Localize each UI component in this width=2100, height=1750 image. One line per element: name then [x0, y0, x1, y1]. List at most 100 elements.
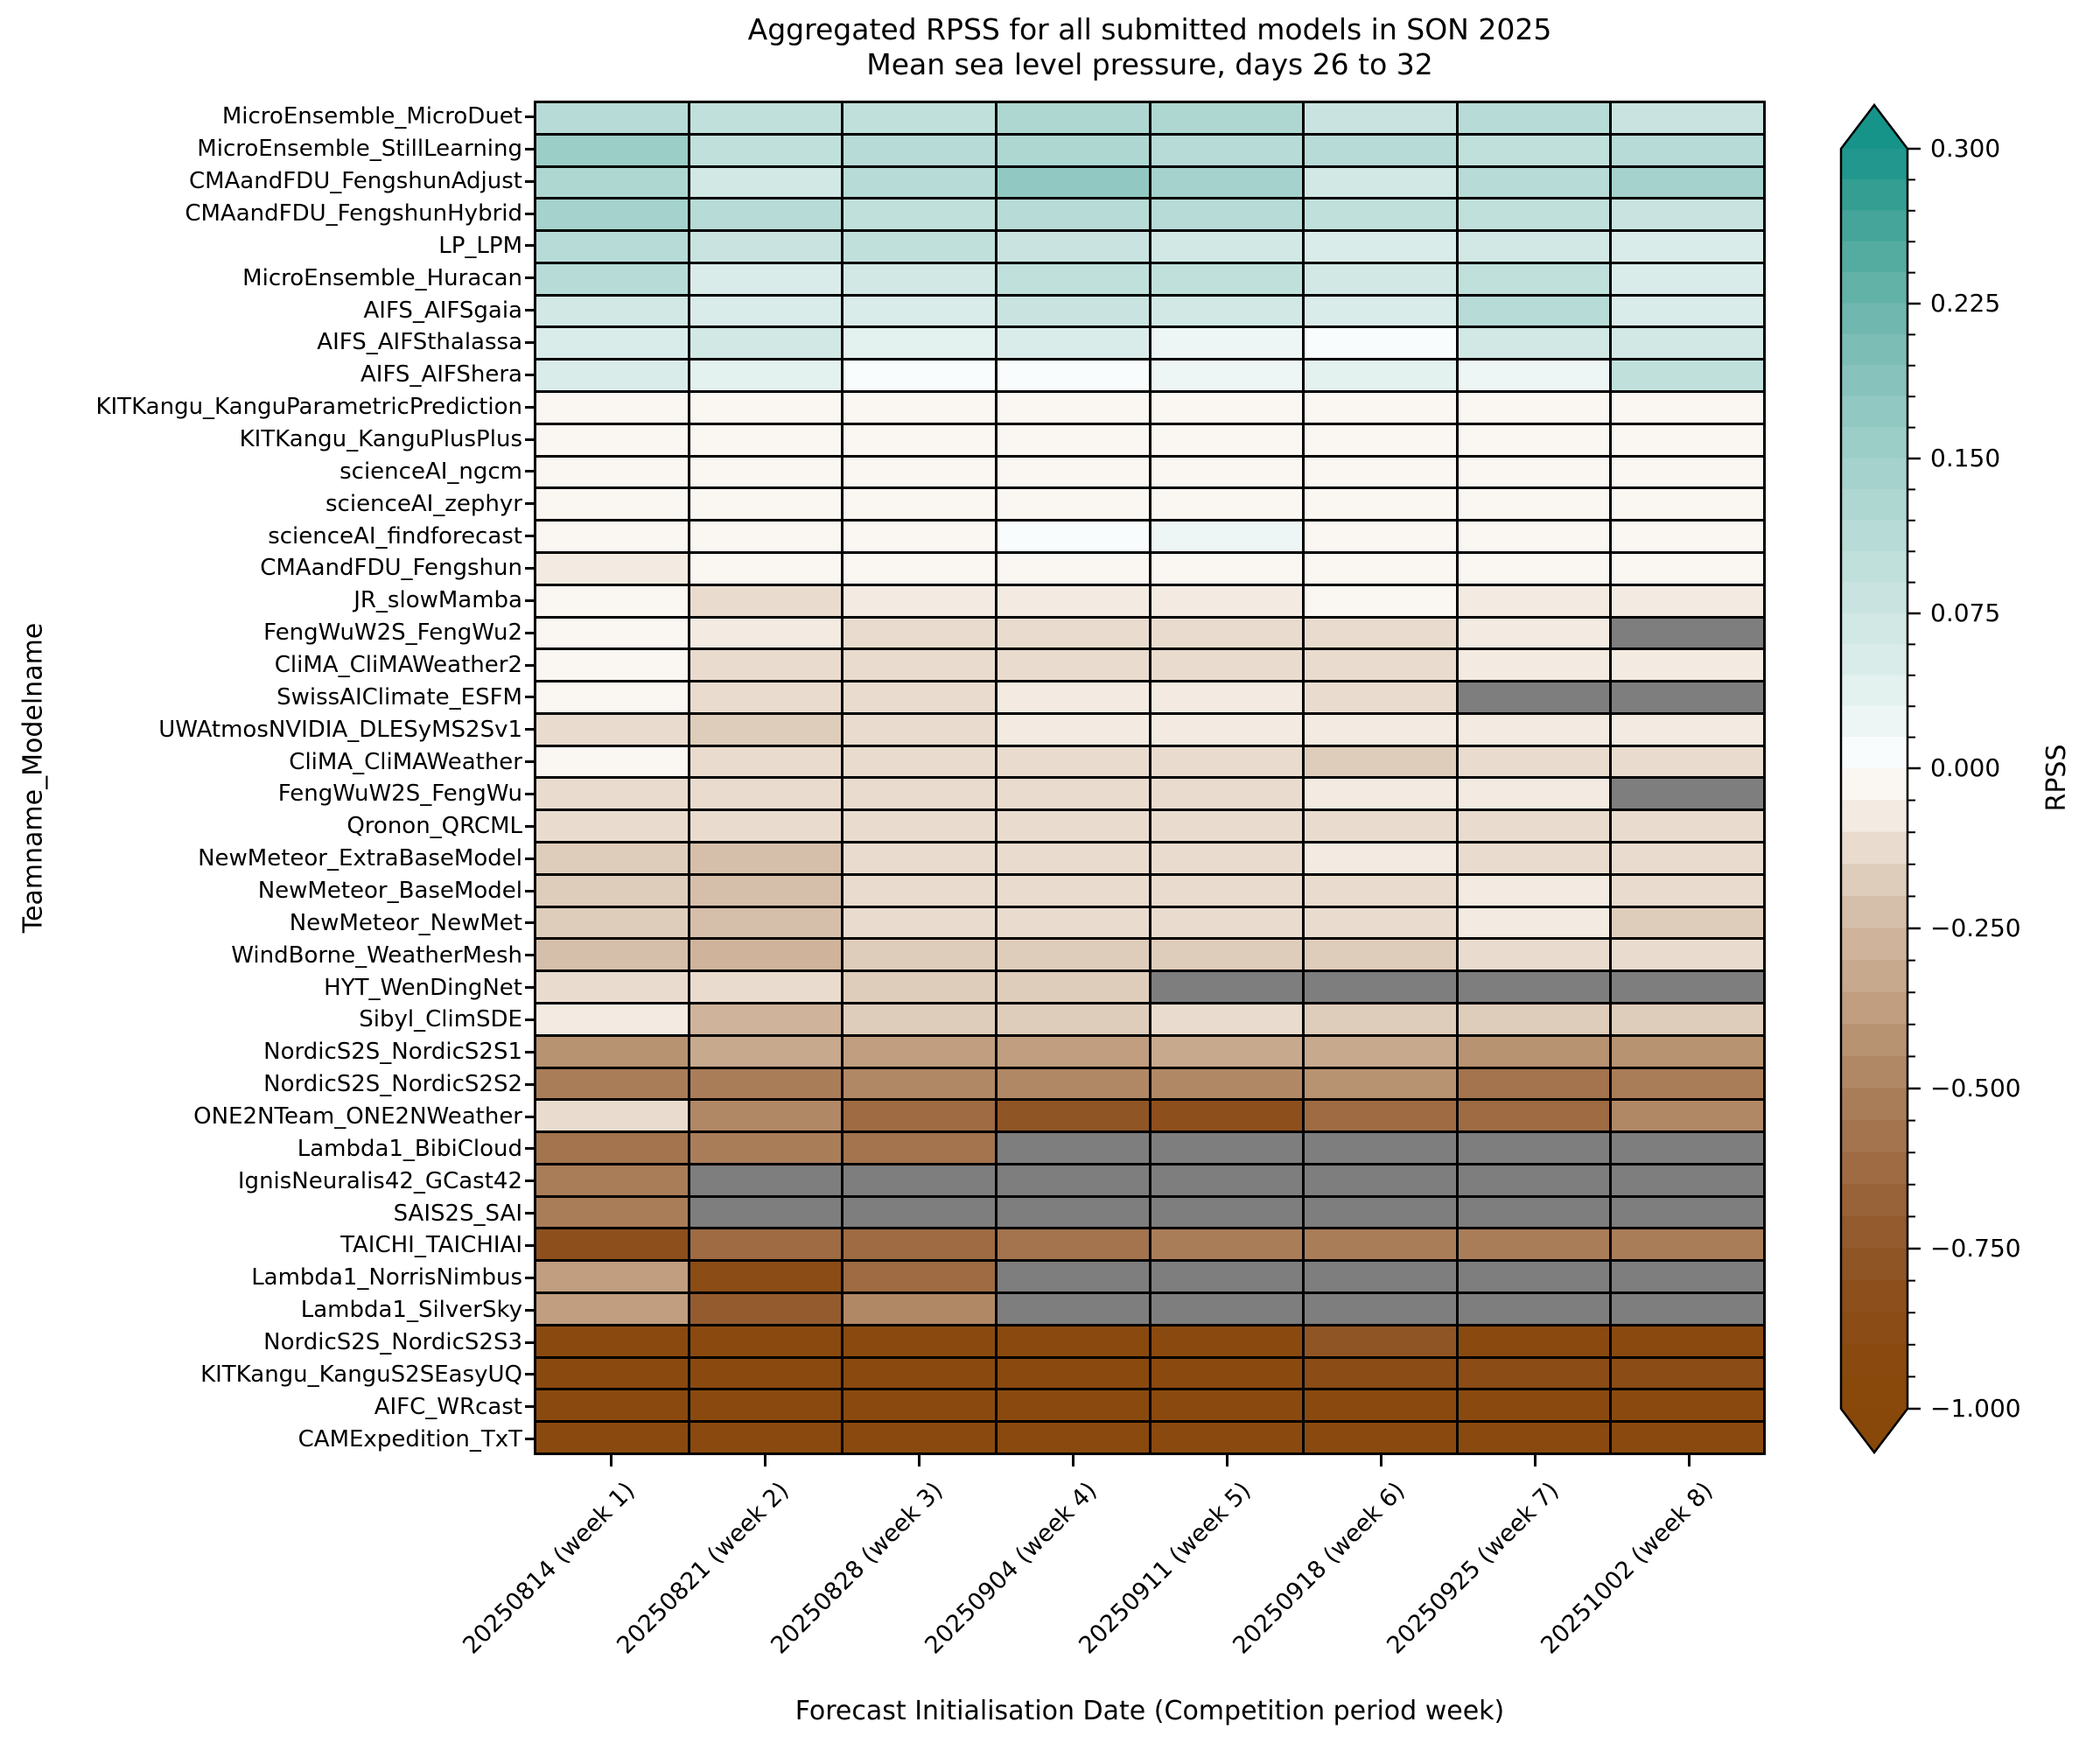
heatmap-cell [1151, 650, 1303, 681]
y-tick-label: FengWuW2S_FengWu [277, 780, 522, 808]
heatmap-cell-missing [1612, 1133, 1763, 1163]
heatmap-cell [1305, 360, 1456, 391]
heatmap-cell-missing [844, 1197, 995, 1228]
heatmap-cell [997, 1423, 1149, 1452]
heatmap-cell [844, 1326, 995, 1356]
heatmap-cell [536, 585, 688, 616]
y-tick-mark [525, 986, 534, 990]
heatmap-cell [1458, 103, 1610, 133]
heatmap-cell-missing [844, 1165, 995, 1195]
colorbar-band [1841, 241, 1908, 274]
heatmap-cell [1151, 263, 1303, 294]
y-tick-mark [525, 244, 534, 248]
heatmap-cell [1612, 585, 1763, 616]
heatmap-cell [997, 714, 1149, 745]
heatmap-cell [1151, 522, 1303, 551]
y-tick-mark [525, 212, 534, 215]
heatmap-cell [997, 135, 1149, 165]
heatmap-cell [997, 360, 1149, 391]
heatmap-cell [997, 811, 1149, 842]
y-tick-mark [525, 631, 534, 634]
heatmap-cell [997, 1068, 1149, 1099]
heatmap-cell [1305, 940, 1456, 970]
heatmap-cell [536, 682, 688, 712]
heatmap-cell [1458, 263, 1610, 294]
heatmap-cell-missing [1305, 972, 1456, 1002]
y-tick-mark [525, 1018, 534, 1021]
heatmap-cell-missing [1612, 972, 1763, 1002]
heatmap-cell [1612, 1390, 1763, 1421]
y-tick-mark [525, 147, 534, 150]
heatmap-cell-missing [1458, 682, 1610, 712]
heatmap-cell [1458, 1068, 1610, 1099]
x-tick-mark [763, 1455, 766, 1466]
heatmap-cell [1458, 328, 1610, 359]
colorbar-tick-label: −0.750 [1930, 1234, 2021, 1263]
colorbar-band [1841, 960, 1908, 993]
heatmap-cell [690, 522, 842, 551]
heatmap-cell [1305, 135, 1456, 165]
heatmap-cell [536, 618, 688, 648]
heatmap-cell [1305, 457, 1456, 487]
heatmap-cell [1305, 907, 1456, 938]
heatmap-cell [844, 167, 995, 198]
y-tick-label: AIFS_AIFShera [360, 361, 522, 388]
heatmap-cell [1151, 714, 1303, 745]
heatmap-cell [690, 585, 842, 616]
heatmap-cell [1305, 1326, 1456, 1356]
colorbar-tick-label: 0.300 [1930, 134, 2000, 163]
heatmap-cell [536, 167, 688, 198]
heatmap-cell [997, 489, 1149, 520]
y-tick-mark [525, 824, 534, 828]
heatmap-cell [997, 1101, 1149, 1131]
colorbar-band [1841, 737, 1908, 769]
colorbar-band [1841, 520, 1908, 552]
x-tick-mark [1533, 1455, 1536, 1466]
heatmap-cell-missing [1305, 1294, 1456, 1324]
y-tick-label: Lambda1_SilverSky [300, 1297, 522, 1324]
heatmap-cell [997, 875, 1149, 906]
x-tick-mark [1225, 1455, 1228, 1466]
heatmap-cell [536, 200, 688, 230]
heatmap-cell [690, 1358, 842, 1389]
heatmap-cell-missing [1612, 1262, 1763, 1292]
heatmap-cell [536, 135, 688, 165]
colorbar-band [1841, 1152, 1908, 1186]
y-tick-mark [525, 115, 534, 118]
x-tick-label: 20250814 (week 1) [458, 1477, 640, 1660]
colorbar-band [1841, 303, 1908, 335]
y-tick-mark [525, 663, 534, 667]
y-tick-mark [525, 1243, 534, 1247]
heatmap-cell [1612, 650, 1763, 681]
heatmap-cell [690, 972, 842, 1002]
heatmap-cell [690, 746, 842, 777]
colorbar-band [1841, 675, 1908, 707]
heatmap-cell [1612, 714, 1763, 745]
heatmap-cell [690, 811, 842, 842]
heatmap-cell [1612, 296, 1763, 326]
heatmap-cell-missing [1151, 1165, 1303, 1195]
y-tick-label: WindBorne_WeatherMesh [231, 942, 522, 969]
heatmap-cell [536, 1294, 688, 1324]
y-tick-mark [525, 438, 534, 441]
heatmap-cell [1458, 489, 1610, 520]
heatmap-cell [1151, 1390, 1303, 1421]
heatmap-cell [1151, 1101, 1303, 1131]
colorbar-band [1841, 550, 1908, 584]
heatmap-cell [1151, 360, 1303, 391]
heatmap-cell [1458, 811, 1610, 842]
heatmap-cell [844, 360, 995, 391]
heatmap-cell [536, 328, 688, 359]
heatmap-cell [1458, 746, 1610, 777]
heatmap-cell [997, 1358, 1149, 1389]
heatmap-cell [1612, 1358, 1763, 1389]
heatmap-cell [997, 103, 1149, 133]
heatmap-cell [536, 1358, 688, 1389]
heatmap-cell [690, 103, 842, 133]
heatmap-cell-missing [1305, 1262, 1456, 1292]
heatmap-cell [536, 1101, 688, 1131]
y-tick-mark [525, 566, 534, 570]
heatmap-cell [1458, 135, 1610, 165]
heatmap-cell [1458, 457, 1610, 487]
heatmap-cell [844, 296, 995, 326]
